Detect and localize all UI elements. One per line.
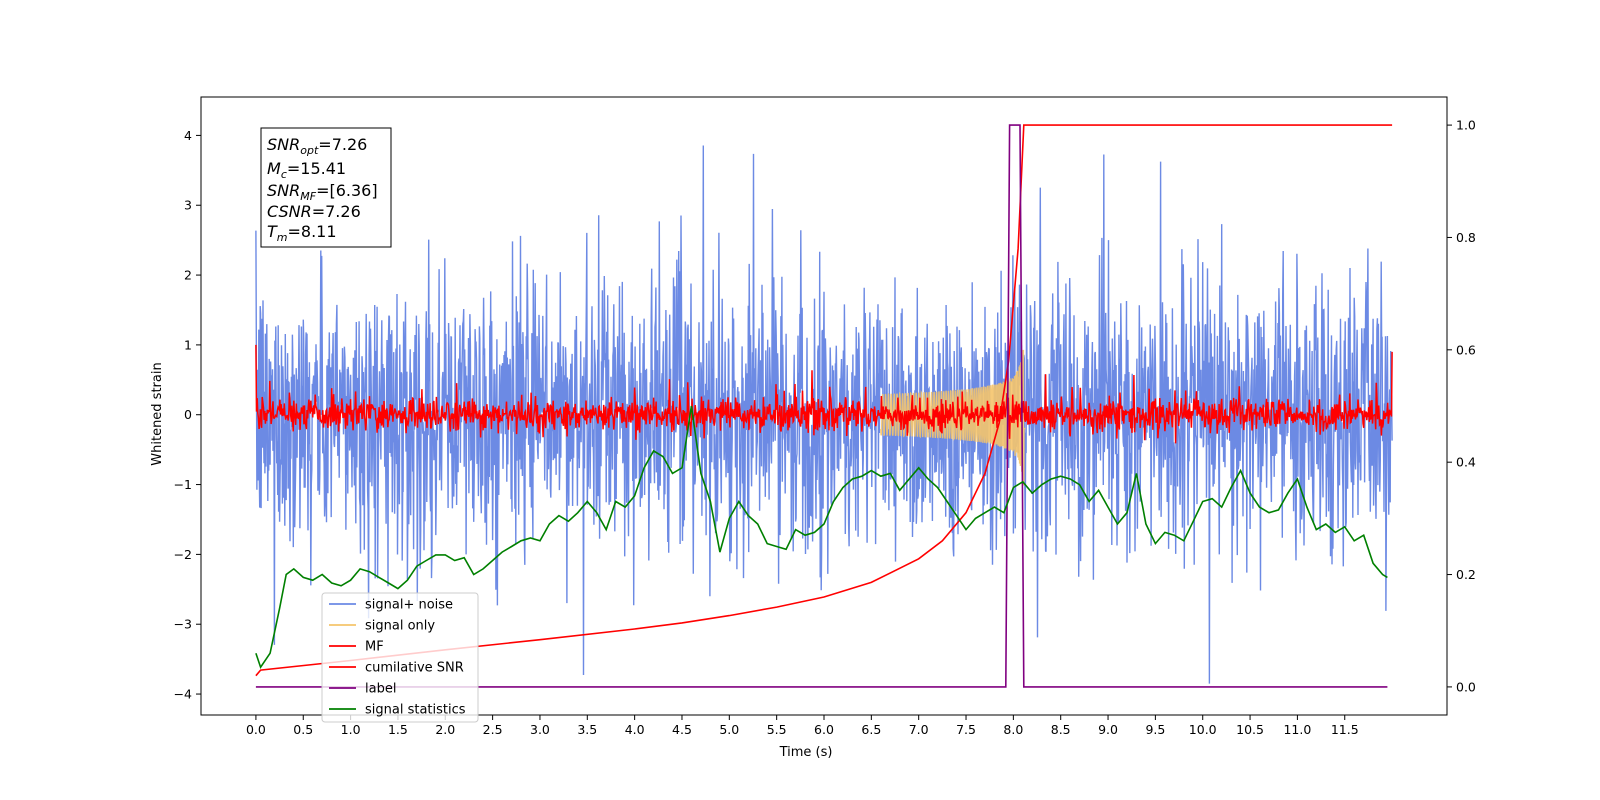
x-tick-label: 6.0: [814, 722, 834, 737]
x-tick-label: 4.5: [672, 722, 692, 737]
y-tick-label: −2: [174, 547, 192, 562]
annotation-box: SNRopt=7.26 Mc=15.41 SNRMF=[6.36] CSNR=7…: [260, 127, 392, 248]
x-tick-label: 2.5: [483, 722, 503, 737]
x-axis-title: Time (s): [779, 745, 833, 760]
signal-noise-line: [255, 145, 1393, 684]
x-tick-label: 11.5: [1331, 722, 1359, 737]
x-tick-label: 1.0: [341, 722, 361, 737]
x-tick-label: 8.0: [1003, 722, 1023, 737]
x-tick-label: 0.5: [293, 722, 313, 737]
legend-label: signal statistics: [365, 703, 466, 718]
signal-statistics-line: [255, 405, 1388, 669]
y2-tick-label: 0.2: [1456, 567, 1476, 582]
legend: signal+ noise signal only MF cumilative SNR…: [321, 592, 479, 723]
annotation-frame: [260, 127, 392, 248]
x-tick-label: 5.5: [767, 722, 787, 737]
x-tick-label: 7.0: [909, 722, 929, 737]
x-tick-label: 10.5: [1236, 722, 1264, 737]
x-tick-label: 11.0: [1283, 722, 1311, 737]
axes-layer: 0.0 0.5 1.0 1.5 2.0 2.5 3.0 3.5 4.0 4.5 5.0 5.5 6.0 6…: [174, 96, 1476, 737]
x-tick-label: 3.0: [530, 722, 550, 737]
y-tick-label: 0: [184, 407, 192, 422]
y-tick-label: 4: [184, 128, 192, 143]
y-tick-label: 2: [184, 268, 192, 283]
x-tick-label: 4.0: [625, 722, 645, 737]
legend-frame: [321, 592, 479, 723]
legend-label: signal+ noise: [365, 598, 453, 613]
y2-tick-label: 0.8: [1456, 230, 1476, 245]
signal-noise-layer: [255, 145, 1393, 684]
mf-line: [255, 344, 1393, 444]
x-tick-label: 8.5: [1051, 722, 1071, 737]
legend-label: MF: [365, 640, 384, 655]
right-axis-series-layer: [255, 124, 1393, 688]
legend-label: signal only: [365, 619, 435, 634]
x-tick-label: 3.5: [577, 722, 597, 737]
x-tick-label: 5.0: [719, 722, 739, 737]
y2-tick-label: 0.0: [1456, 679, 1476, 694]
legend-label: cumilative SNR: [365, 661, 464, 676]
y-tick-label: −3: [174, 617, 192, 632]
x-tick-label: 10.0: [1189, 722, 1217, 737]
annotation-mc: Mc=15.41: [267, 159, 346, 181]
y-tick-label: 3: [184, 198, 192, 213]
x-tick-label: 7.5: [956, 722, 976, 737]
y-tick-label: −1: [174, 477, 192, 492]
annotation-snr-opt: SNRopt=7.26: [267, 135, 367, 157]
y-tick-label: −4: [174, 687, 192, 702]
x-tick-label: 2.0: [435, 722, 455, 737]
annotation-snr-mf: SNRMF=[6.36]: [267, 181, 378, 203]
x-tick-label: 1.5: [388, 722, 408, 737]
x-tick-label: 9.5: [1145, 722, 1165, 737]
x-tick-label: 0.0: [246, 722, 266, 737]
y2-tick-label: 0.4: [1456, 455, 1476, 470]
mf-layer: [255, 344, 1393, 444]
annotation-tm: Tm=8.11: [267, 222, 337, 244]
y-tick-label: 1: [184, 337, 192, 352]
x-tick-label: 6.5: [861, 722, 881, 737]
x-tick-label: 9.0: [1098, 722, 1118, 737]
label-line: [255, 124, 1388, 688]
annotation-csnr: CSNR=7.26: [267, 202, 361, 221]
legend-label: label: [365, 682, 396, 697]
cumilative-snr-line: [255, 124, 1393, 677]
y2-tick-label: 1.0: [1456, 118, 1476, 133]
y2-tick-label: 0.6: [1456, 342, 1476, 357]
y-axis-title: Whitened strain: [150, 362, 165, 465]
